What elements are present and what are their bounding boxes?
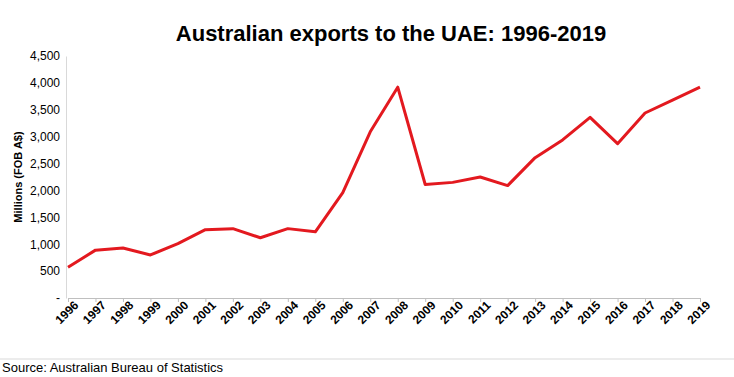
y-tick: 1,500	[30, 211, 66, 225]
x-tick-label: 2009	[410, 298, 439, 327]
y-tick-label: 1,000	[30, 238, 60, 252]
y-tick: 3,000	[30, 130, 66, 144]
x-tick-label: 2018	[657, 298, 686, 327]
y-axis: - 500 1,000 1,500 2,000 2,500 3,000 3,500 4,000 4…	[30, 49, 67, 305]
x-tick-label: 1998	[108, 298, 137, 327]
y-axis-title: Millions (FOB A$)	[12, 131, 24, 223]
x-tick: 1996	[53, 298, 82, 327]
x-axis-line	[69, 298, 701, 299]
x-tick: 2003	[245, 298, 274, 327]
y-tick-label: -	[56, 291, 60, 305]
y-tick-label: 2,500	[30, 157, 60, 171]
y-tick: 1,000	[30, 238, 66, 252]
x-tick-label: 2010	[437, 298, 466, 327]
chart-title: Australian exports to the UAE: 1996-2019	[176, 21, 606, 46]
x-tick: 2008	[382, 298, 411, 327]
y-axis-line	[66, 57, 67, 299]
x-tick-label: 2002	[217, 298, 246, 327]
y-tick-label: 500	[40, 264, 60, 278]
x-tick: 2015	[575, 298, 604, 327]
x-tick-label: 2007	[355, 298, 384, 327]
y-tick-label: 1,500	[30, 211, 60, 225]
x-tick: 2018	[657, 298, 686, 327]
x-tick: 2010	[437, 298, 466, 327]
x-tick-label: 2008	[382, 298, 411, 327]
x-tick-label: 2017	[630, 298, 659, 327]
source-note: Source: Australian Bureau of Statistics	[2, 360, 224, 375]
x-tick-label: 2016	[602, 298, 631, 327]
x-tick-label: 2012	[492, 298, 521, 327]
x-tick-label: 2015	[575, 298, 604, 327]
x-tick-label: 2013	[520, 298, 549, 327]
y-tick-label: 2,000	[30, 184, 60, 198]
x-tick: 2013	[520, 298, 549, 327]
x-tick: 2001	[190, 298, 219, 327]
x-tick: 2005	[300, 298, 329, 327]
y-tick: -	[56, 291, 66, 305]
x-tick-label: 2014	[547, 298, 576, 327]
y-tick-label: 4,000	[30, 76, 60, 90]
y-tick: 4,000	[30, 76, 66, 90]
x-tick: 2016	[602, 298, 631, 327]
x-tick: 2007	[355, 298, 384, 327]
x-tick: 1997	[80, 298, 109, 327]
x-tick-label: 2004	[272, 298, 301, 327]
x-tick-label: 2011	[465, 298, 494, 327]
x-tick-label: 2001	[190, 298, 219, 327]
y-tick-label: 4,500	[30, 49, 60, 63]
x-tick: 2006	[327, 298, 356, 327]
chart-svg: Australian exports to the UAE: 1996-2019…	[0, 0, 734, 377]
x-tick: 2002	[217, 298, 246, 327]
x-tick-label: 2005	[300, 298, 329, 327]
x-tick: 2017	[630, 298, 659, 327]
y-tick: 2,000	[30, 184, 66, 198]
x-tick: 2012	[492, 298, 521, 327]
x-tick: 2000	[163, 298, 192, 327]
x-tick: 2009	[410, 298, 439, 327]
y-tick: 4,500	[30, 49, 66, 63]
x-tick: 1998	[108, 298, 137, 327]
y-tick: 2,500	[30, 157, 66, 171]
data-line	[68, 87, 700, 267]
x-tick-label: 1996	[53, 298, 82, 327]
x-tick-label: 2019	[685, 298, 714, 327]
y-tick-label: 3,500	[30, 103, 60, 117]
plot-area	[68, 87, 700, 267]
x-tick: 2011	[465, 298, 494, 327]
x-tick-label: 2006	[327, 298, 356, 327]
x-tick: 2004	[272, 298, 301, 327]
x-axis: 1996199719981999200020012002200320042005…	[53, 298, 714, 327]
x-tick-label: 2003	[245, 298, 274, 327]
x-tick: 1999	[135, 298, 164, 327]
x-tick-label: 1999	[135, 298, 164, 327]
x-tick: 2014	[547, 298, 576, 327]
x-tick-label: 2000	[163, 298, 192, 327]
x-tick-label: 1997	[80, 298, 109, 327]
y-tick-label: 3,000	[30, 130, 60, 144]
y-tick: 3,500	[30, 103, 66, 117]
x-tick: 2019	[685, 298, 714, 327]
y-tick: 500	[40, 264, 66, 278]
